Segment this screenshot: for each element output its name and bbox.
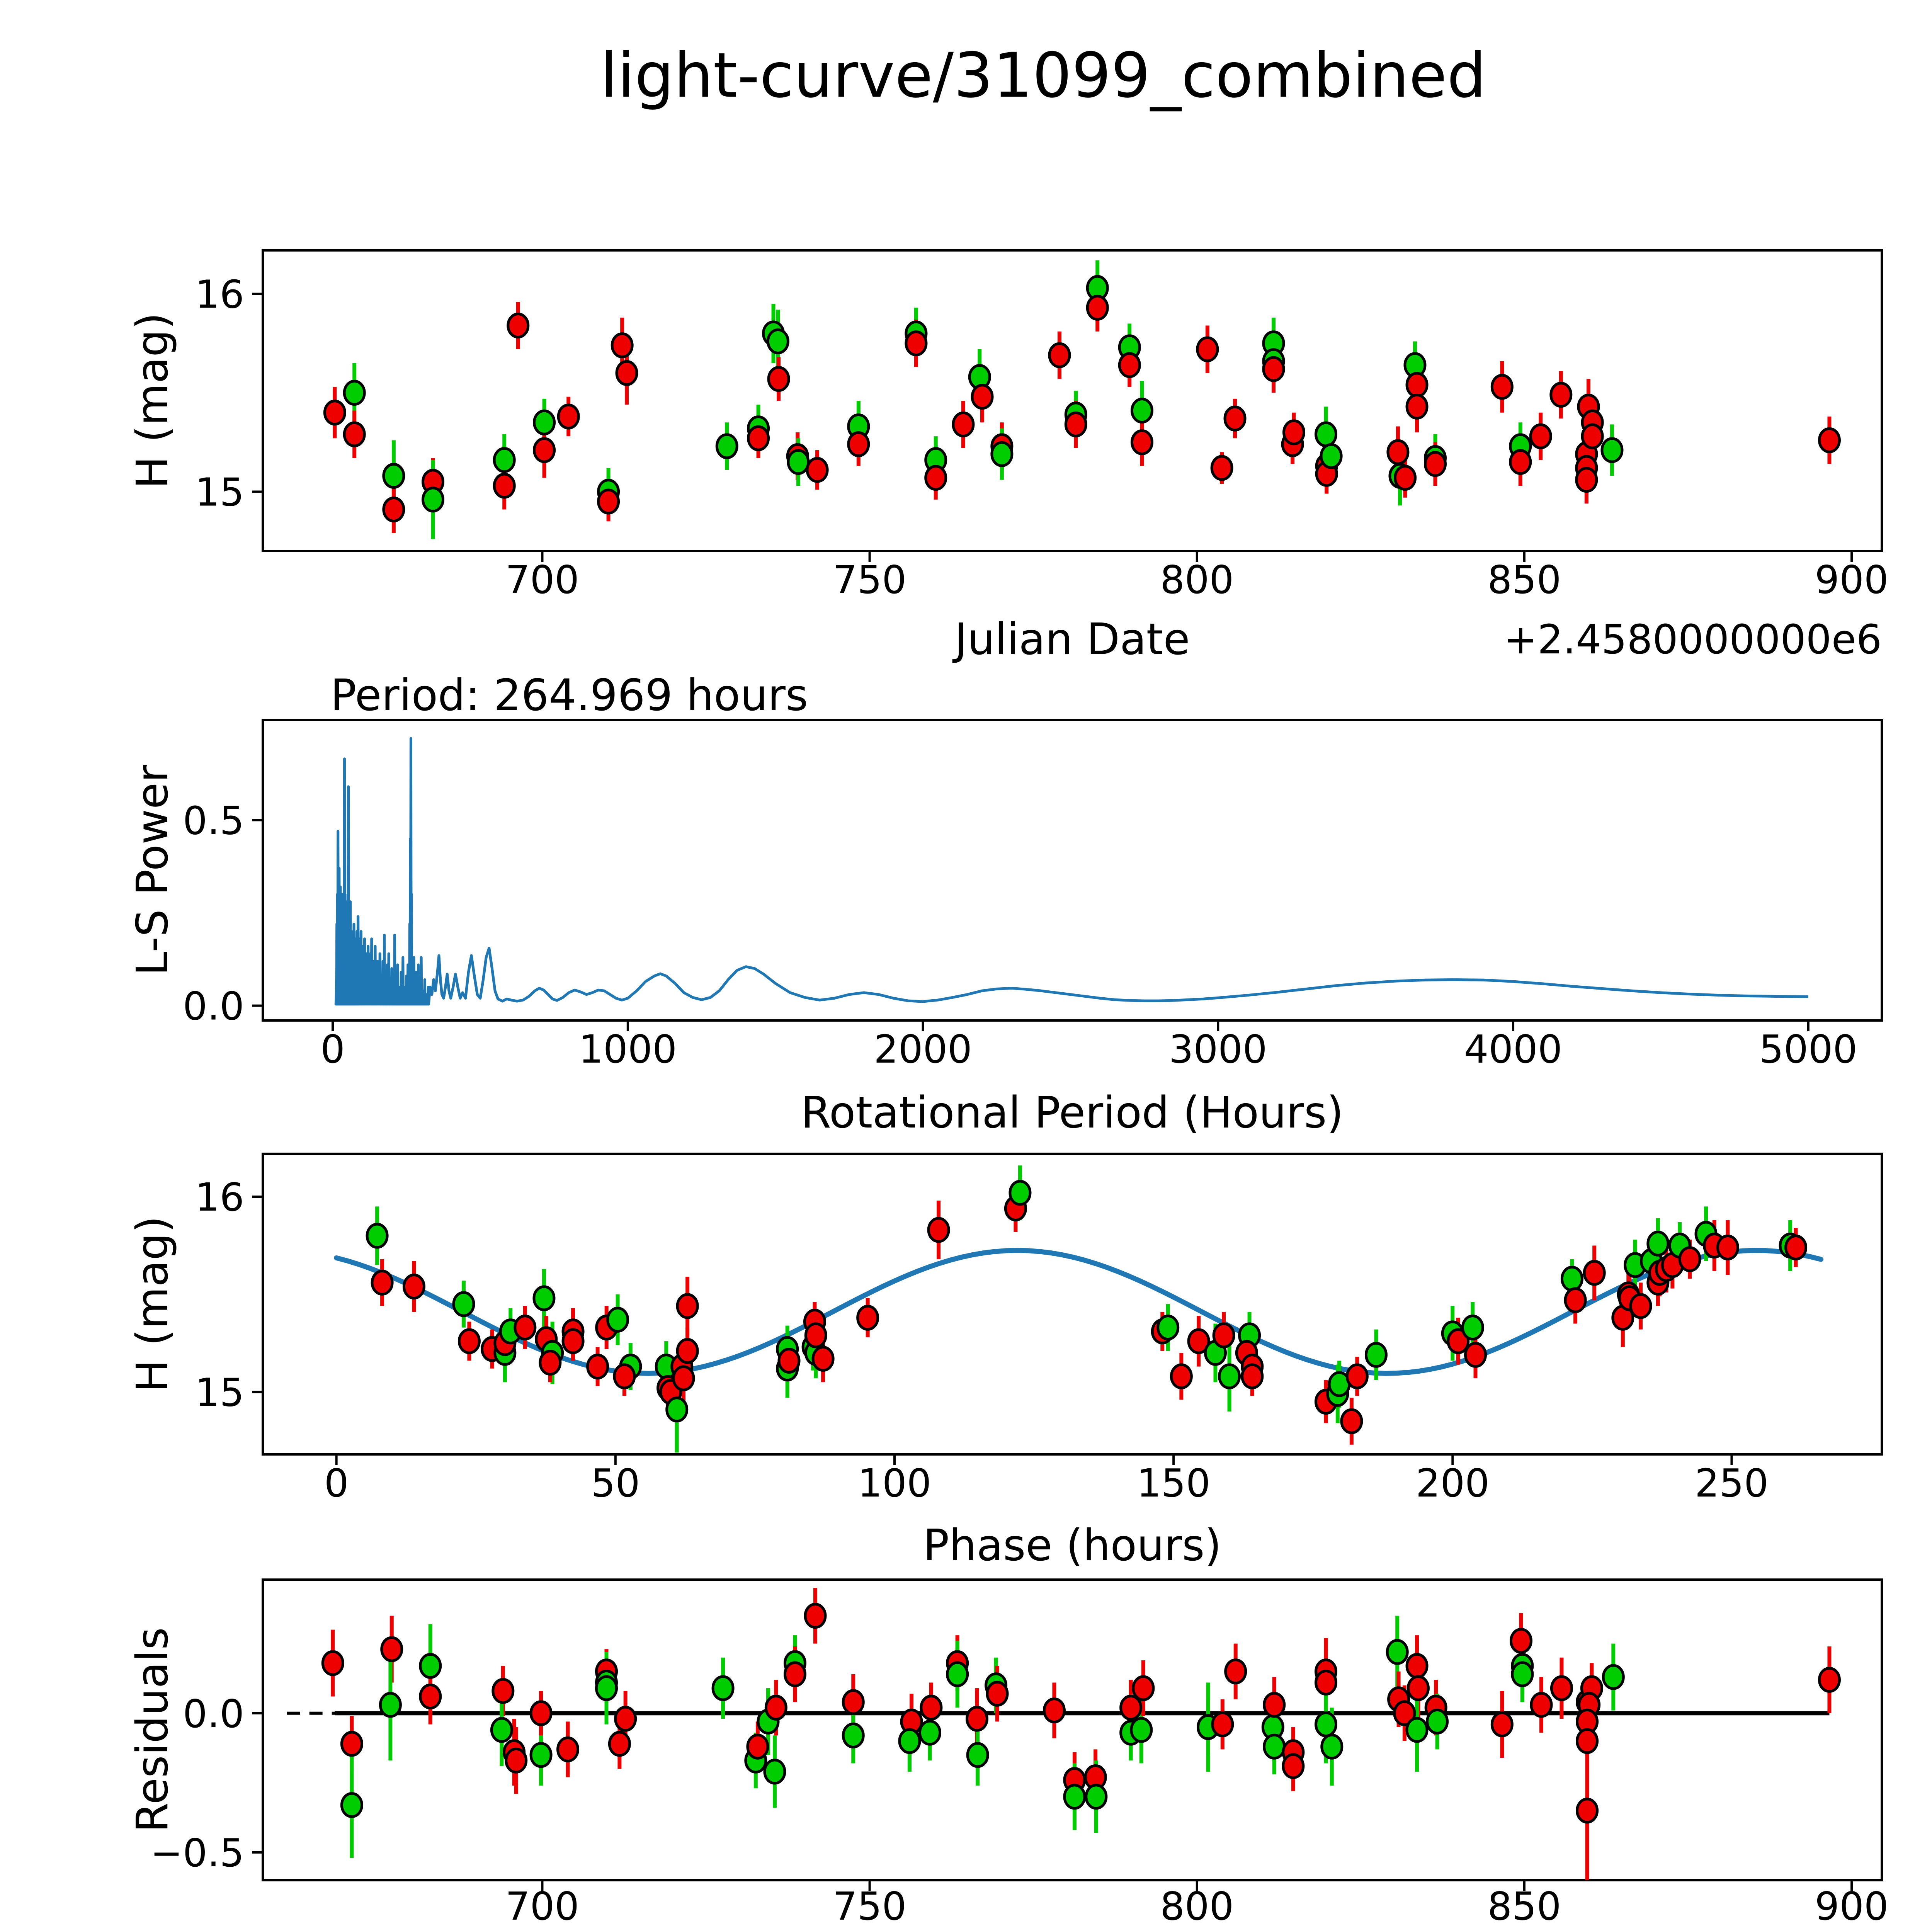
- phase-xtick-label: 250: [1695, 1461, 1769, 1506]
- phase-xtick-label: 0: [324, 1461, 349, 1506]
- residuals-xtick-label: 850: [1487, 1884, 1561, 1929]
- xlabel-julian-date-residuals: Julian Date: [954, 1930, 1190, 1932]
- lightcurve-ytick-label: 16: [195, 272, 244, 317]
- periodogram-xtick-label: 5000: [1759, 1027, 1858, 1072]
- phase-ytick-label: 16: [195, 1175, 244, 1220]
- residuals-points: [321, 1588, 1841, 1880]
- phase-xtick-label: 100: [858, 1461, 932, 1506]
- residuals-axes: 700 750 800 850 900 0.0 −0.5: [150, 1578, 1889, 1929]
- phase-xtick-label: 200: [1416, 1461, 1490, 1506]
- residuals-xtick-label: 900: [1815, 1884, 1889, 1929]
- phase-xtick-label: 50: [591, 1461, 640, 1506]
- lightcurve-xtick-label: 700: [505, 557, 579, 602]
- periodogram-xtick-label: 1000: [579, 1027, 677, 1072]
- period-annotation: Period: 264.969 hours: [330, 670, 808, 721]
- lightcurve-axes: 700 750 800 850 900 16 15: [195, 249, 1889, 602]
- residuals-xtick-label: 700: [505, 1884, 579, 1929]
- ylabel-h-mag-lightcurve: H (mag): [128, 312, 178, 489]
- periodogram-axes: 0 1000 2000 3000 4000 5000 0.5 0.0: [183, 719, 1883, 1072]
- periodogram-ytick-label: 0.0: [183, 984, 244, 1029]
- ylabel-ls-power: L-S Power: [128, 764, 178, 976]
- residuals-ytick-label: 0.0: [183, 1691, 244, 1736]
- residuals-xtick-label: 800: [1160, 1884, 1234, 1929]
- phase-axes: 0 50 100 150 200 250 16 15: [195, 1153, 1883, 1506]
- lightcurve-xtick-label: 900: [1815, 557, 1889, 602]
- residuals-ytick-label: −0.5: [150, 1830, 244, 1876]
- lightcurve-xtick-label: 850: [1487, 557, 1561, 602]
- residuals-xtick-label: 750: [833, 1884, 906, 1929]
- figure-title: light-curve/31099_combined: [600, 39, 1486, 112]
- phase-points: [366, 1165, 1808, 1452]
- lightcurve-xtick-label: 800: [1160, 557, 1234, 602]
- lightcurve-points: [323, 260, 1841, 539]
- ylabel-h-mag-phase: H (mag): [128, 1216, 178, 1393]
- xlabel-rotational-period: Rotational Period (Hours): [801, 1088, 1344, 1138]
- xlabel-phase-hours: Phase (hours): [923, 1520, 1222, 1571]
- phase-xtick-label: 150: [1137, 1461, 1211, 1506]
- periodogram-xtick-label: 0: [320, 1027, 345, 1072]
- periodogram-curve: [334, 737, 1808, 1006]
- periodogram-xtick-label: 3000: [1169, 1027, 1267, 1072]
- axis-offset-lightcurve: +2.4580000000e6: [1503, 616, 1882, 663]
- periodogram-ytick-label: 0.5: [183, 798, 244, 843]
- periodogram-xtick-label: 2000: [874, 1027, 972, 1072]
- ylabel-residuals: Residuals: [128, 1627, 178, 1833]
- periodogram-xtick-label: 4000: [1464, 1027, 1563, 1072]
- phase-ytick-label: 15: [195, 1370, 244, 1415]
- lightcurve-xtick-label: 750: [833, 557, 906, 602]
- lightcurve-ytick-label: 15: [195, 469, 244, 515]
- xlabel-julian-date-lightcurve: Julian Date: [954, 614, 1190, 665]
